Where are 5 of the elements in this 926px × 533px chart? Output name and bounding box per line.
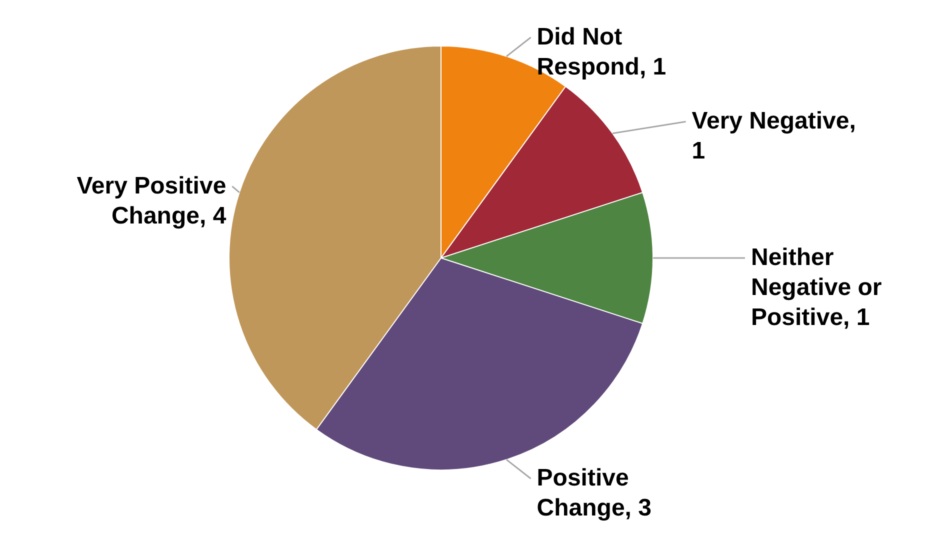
slice-label: Neither Negative or Positive, 1 (751, 244, 882, 331)
slice-label: Very Negative, 1 (692, 108, 856, 165)
slice-label: Very Positive Change, 4 (76, 172, 227, 230)
slice-label: Did Not Respond, 1 (536, 23, 666, 80)
slice-label: Positive Change, 3 (536, 464, 652, 522)
